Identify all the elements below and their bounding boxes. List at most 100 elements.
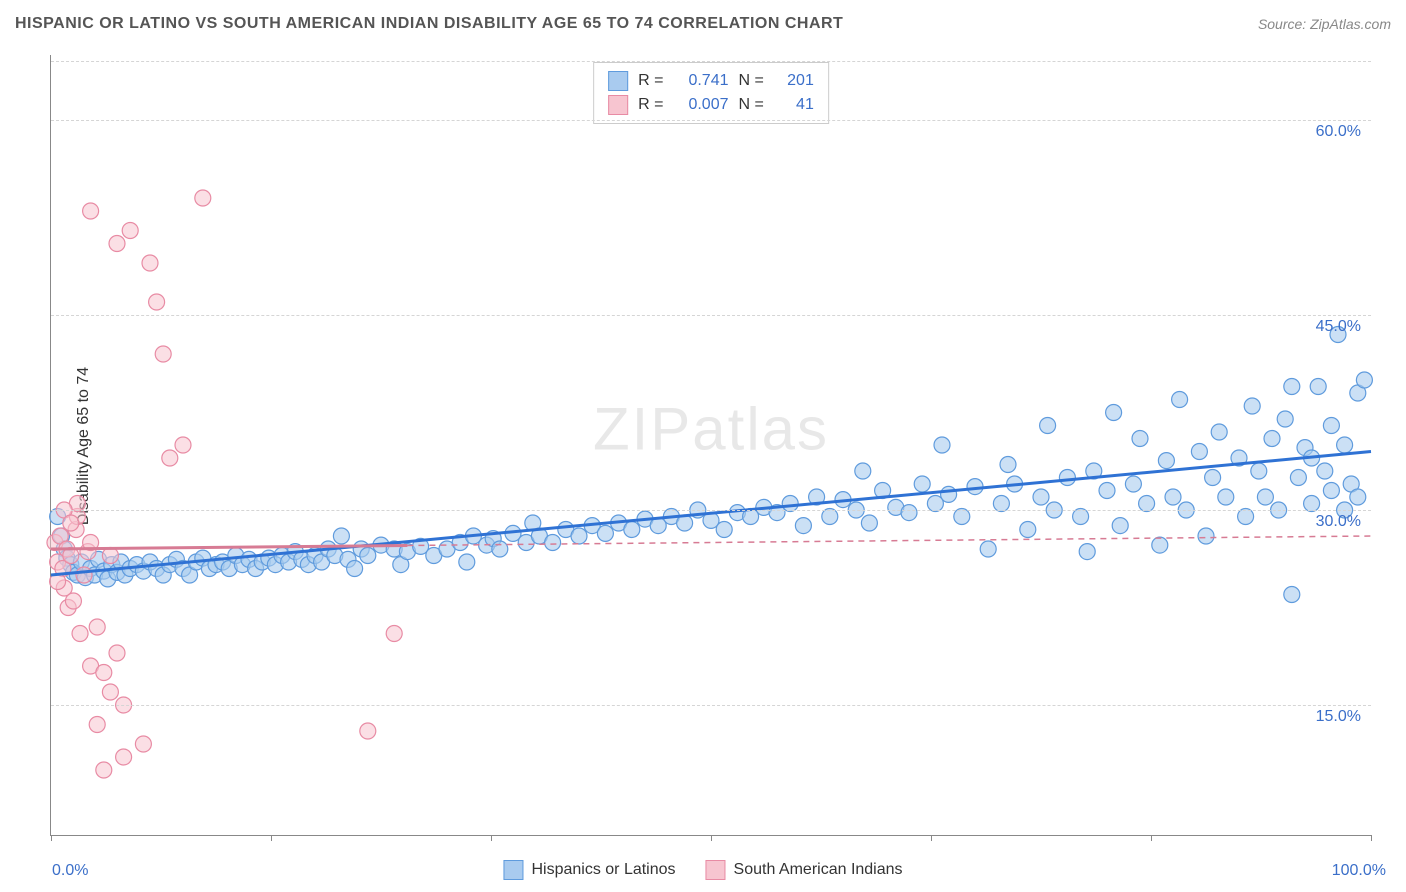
gridline: [51, 120, 1371, 121]
n-value: 41: [774, 96, 814, 114]
title-bar: HISPANIC OR LATINO VS SOUTH AMERICAN IND…: [15, 15, 1391, 33]
legend-swatch: [706, 860, 726, 880]
data-point: [1106, 405, 1122, 421]
data-point: [195, 190, 211, 206]
n-label: N =: [739, 72, 764, 90]
data-point: [89, 619, 105, 635]
data-point: [1172, 392, 1188, 408]
data-point: [1158, 453, 1174, 469]
data-point: [1284, 587, 1300, 603]
correlation-legend: R =0.741N =201R =0.007N =41: [593, 62, 829, 124]
x-tick: [491, 835, 492, 841]
y-tick-label: 45.0%: [1316, 318, 1361, 336]
data-point: [1218, 489, 1234, 505]
data-point: [1033, 489, 1049, 505]
data-point: [1290, 470, 1306, 486]
legend-item: South American Indians: [706, 860, 903, 880]
data-point: [1244, 398, 1260, 414]
legend-label: Hispanics or Latinos: [531, 861, 675, 879]
y-tick-label: 60.0%: [1316, 123, 1361, 141]
data-point: [1079, 544, 1095, 560]
data-point: [1257, 489, 1273, 505]
data-point: [63, 515, 79, 531]
data-point: [333, 528, 349, 544]
data-point: [1310, 379, 1326, 395]
data-point: [571, 528, 587, 544]
x-tick: [51, 835, 52, 841]
legend-row: R = 0.007 N = 41: [608, 93, 814, 117]
gridline: [51, 315, 1371, 316]
y-tick-label: 15.0%: [1316, 708, 1361, 726]
data-point: [83, 203, 99, 219]
data-point: [545, 535, 561, 551]
legend-item: Hispanics or Latinos: [503, 860, 675, 880]
r-label: R =: [638, 72, 663, 90]
n-value: 201: [774, 72, 814, 90]
data-point: [347, 561, 363, 577]
data-point: [624, 522, 640, 538]
data-point: [1337, 437, 1353, 453]
n-label: N =: [739, 96, 764, 114]
data-point: [1356, 372, 1372, 388]
data-point: [1059, 470, 1075, 486]
data-point: [122, 223, 138, 239]
data-point: [1350, 489, 1366, 505]
data-point: [1317, 463, 1333, 479]
data-point: [162, 450, 178, 466]
data-point: [1251, 463, 1267, 479]
data-point: [861, 515, 877, 531]
data-point: [941, 486, 957, 502]
y-tick-label: 30.0%: [1316, 513, 1361, 531]
data-point: [1277, 411, 1293, 427]
x-tick: [271, 835, 272, 841]
x-axis-min-label: 0.0%: [52, 862, 88, 880]
data-point: [65, 593, 81, 609]
r-value: 0.007: [674, 96, 729, 114]
legend-swatch: [503, 860, 523, 880]
r-label: R =: [638, 96, 663, 114]
data-point: [459, 554, 475, 570]
data-point: [96, 762, 112, 778]
data-point: [795, 518, 811, 534]
data-point: [901, 505, 917, 521]
x-tick: [1151, 835, 1152, 841]
data-point: [1112, 518, 1128, 534]
data-point: [1020, 522, 1036, 538]
data-point: [980, 541, 996, 557]
data-point: [149, 294, 165, 310]
x-axis-max-label: 100.0%: [1332, 862, 1386, 880]
data-point: [142, 255, 158, 271]
trend-line: [51, 452, 1371, 576]
data-point: [1205, 470, 1221, 486]
data-point: [386, 626, 402, 642]
gridline: [51, 61, 1371, 62]
data-point: [89, 717, 105, 733]
chart-title: HISPANIC OR LATINO VS SOUTH AMERICAN IND…: [15, 15, 843, 33]
data-point: [1264, 431, 1280, 447]
data-point: [914, 476, 930, 492]
data-point: [102, 684, 118, 700]
series-legend: Hispanics or Latinos South American India…: [503, 860, 902, 880]
source-label: Source: ZipAtlas.com: [1258, 16, 1391, 32]
legend-swatch: [608, 71, 628, 91]
data-point: [934, 437, 950, 453]
data-point: [1191, 444, 1207, 460]
data-point: [855, 463, 871, 479]
data-point: [1211, 424, 1227, 440]
data-point: [109, 236, 125, 252]
data-point: [116, 749, 132, 765]
data-point: [1165, 489, 1181, 505]
data-point: [716, 522, 732, 538]
legend-row: R =0.741N =201: [608, 69, 814, 93]
data-point: [1125, 476, 1141, 492]
gridline: [51, 705, 1371, 706]
scatter-svg: [51, 55, 1371, 835]
data-point: [492, 541, 508, 557]
chart-container: HISPANIC OR LATINO VS SOUTH AMERICAN IND…: [0, 0, 1406, 892]
data-point: [360, 723, 376, 739]
data-point: [597, 525, 613, 541]
data-point: [72, 626, 88, 642]
data-point: [1152, 537, 1168, 553]
legend-swatch: [608, 95, 628, 115]
data-point: [1323, 418, 1339, 434]
